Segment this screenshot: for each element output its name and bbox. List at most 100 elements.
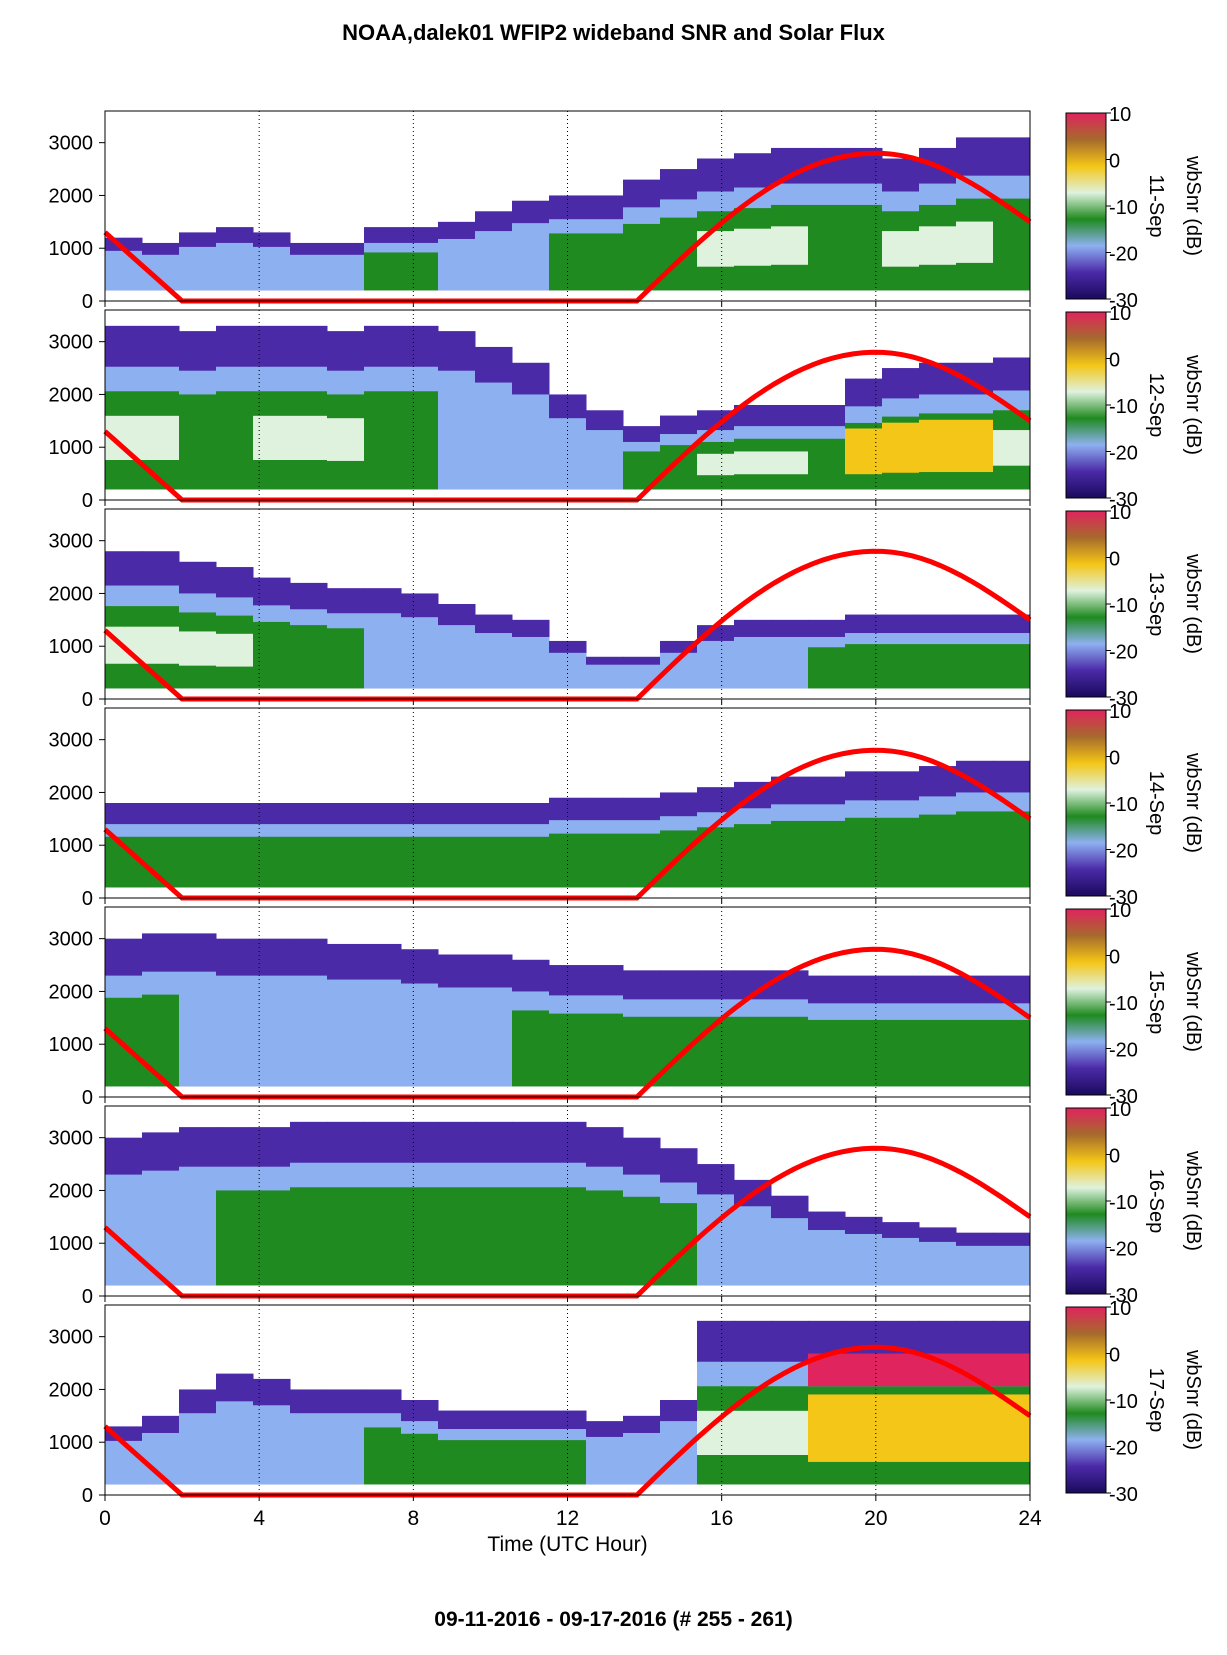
heatmap-cell [290, 415, 328, 460]
heatmap-cell [808, 1019, 846, 1087]
x-tick-label: 12 [556, 1507, 579, 1530]
heatmap-cell [882, 1019, 920, 1087]
heatmap-cell [882, 1353, 920, 1387]
heatmap-cell [856, 1399, 871, 1419]
heatmap-cell [290, 1413, 328, 1485]
heatmap-cell [697, 640, 735, 689]
colorbar [1065, 1107, 1107, 1295]
heatmap-cell [919, 1241, 957, 1286]
panel-date-label: 12-Sep [1145, 373, 1167, 438]
heatmap-cell [919, 644, 957, 689]
heatmap-cell [179, 246, 217, 291]
y-tick-label: 3000 [49, 531, 94, 553]
colorbar-tick-label: 0 [1109, 1345, 1120, 1367]
colorbar-tick-label: 10 [1109, 1298, 1131, 1320]
heatmap-cell [845, 204, 883, 291]
heatmap-cell [105, 250, 143, 291]
heatmap-cell [993, 1019, 1031, 1087]
heatmap-cell [179, 1166, 217, 1286]
heatmap-cell [697, 1194, 735, 1286]
y-tick-label: 2000 [49, 1180, 94, 1202]
colorbar-tick-label: 0 [1109, 350, 1120, 372]
colorbar [1065, 311, 1107, 499]
chart-footer: 09-11-2016 - 09-17-2016 (# 255 - 261) [434, 1608, 793, 1631]
heatmap-cell [327, 254, 365, 291]
y-tick-label: 2000 [49, 981, 94, 1003]
x-axis-label: Time (UTC Hour) [487, 1533, 647, 1556]
heatmap-cell [993, 644, 1031, 689]
y-tick-label: 1000 [49, 238, 94, 260]
heatmap-cell [549, 652, 587, 689]
solar-flux-curve [103, 1344, 1032, 1498]
heatmap-cell [216, 391, 254, 490]
heatmap-cell [808, 438, 846, 490]
heatmap-cell [253, 1405, 291, 1485]
heatmap-cell [586, 1013, 624, 1087]
y-tick-label: 3000 [49, 133, 94, 155]
colorbar-label: wbSnr (dB) [1182, 951, 1204, 1052]
colorbar [1065, 908, 1107, 1096]
heatmap-cell [734, 636, 772, 689]
colorbar-tick-label: -20 [1109, 1239, 1138, 1261]
heatmap-cell [771, 1016, 809, 1087]
colorbar [1065, 709, 1107, 897]
heatmap-cell [882, 1237, 920, 1286]
colorbar-tick-label: -10 [1109, 396, 1138, 418]
heatmap-cell [586, 664, 624, 689]
heatmap-cell [401, 983, 439, 1087]
heatmap-cell [549, 233, 587, 291]
colorbar-tick-label: -20 [1109, 642, 1138, 664]
heatmap-cell [475, 633, 513, 689]
y-tick-label: 1000 [49, 1034, 94, 1056]
colorbar-tick-label: 0 [1109, 151, 1120, 173]
heatmap-cell [919, 419, 957, 473]
heatmap-cell [364, 252, 402, 291]
heatmap-cell [808, 647, 846, 689]
heatmap-cell [475, 382, 513, 490]
colorbar-label: wbSnr (dB) [1182, 354, 1204, 455]
colorbar-tick-label: -10 [1109, 1192, 1138, 1214]
colorbar-tick-label: 0 [1109, 947, 1120, 969]
colorbar-tick-label: 10 [1109, 701, 1131, 723]
colorbar-label: wbSnr (dB) [1182, 1349, 1204, 1450]
heatmap-cell [475, 1187, 513, 1286]
panel-17-Sep: 0 1000 2000 3000 10 0 -10 -20 -30 wbSnr (dB) 17-Se… [49, 1298, 1205, 1507]
heatmap-cell [845, 1353, 883, 1387]
heatmap-cell [919, 1019, 957, 1087]
heatmap-cell [808, 204, 846, 291]
colorbar-label: wbSnr (dB) [1182, 155, 1204, 256]
heatmap-cell [819, 1399, 834, 1419]
y-tick-label: 1000 [49, 835, 94, 857]
heatmap-cell [623, 223, 661, 291]
heatmap-cell [216, 242, 254, 291]
heatmap-cell [216, 975, 254, 1087]
heatmap-cell [438, 370, 476, 490]
y-tick-label: 3000 [49, 730, 94, 752]
colorbar-label: wbSnr (dB) [1182, 1150, 1204, 1251]
heatmap-cell [364, 836, 402, 888]
heatmap-cell [364, 391, 402, 490]
colorbar-tick-label: -10 [1109, 595, 1138, 617]
heatmap-cell [105, 1440, 143, 1485]
heatmap-cell [290, 836, 328, 888]
heatmap-cell [142, 994, 180, 1087]
panel-date-label: 17-Sep [1145, 1368, 1167, 1433]
colorbar-tick-label: -30 [1109, 489, 1138, 511]
colorbar-tick-label: 10 [1109, 303, 1131, 325]
y-tick-label: 0 [82, 1286, 93, 1308]
heatmap-cell [401, 252, 439, 291]
y-tick-label: 2000 [49, 185, 94, 207]
heatmap-cell [660, 445, 698, 490]
heatmap-cell [771, 226, 809, 265]
solar-flux-curve [103, 747, 1032, 901]
heatmap-cell [438, 238, 476, 291]
heatmap-cell [845, 428, 883, 475]
heatmap-cell [401, 836, 439, 888]
y-tick-label: 0 [82, 1087, 93, 1109]
heatmap-cell [623, 1016, 661, 1087]
y-tick-label: 2000 [49, 384, 94, 406]
heatmap-cell [438, 987, 476, 1087]
heatmap-cell [216, 633, 254, 667]
heatmap-cell [734, 1410, 772, 1455]
y-tick-label: 0 [82, 689, 93, 711]
